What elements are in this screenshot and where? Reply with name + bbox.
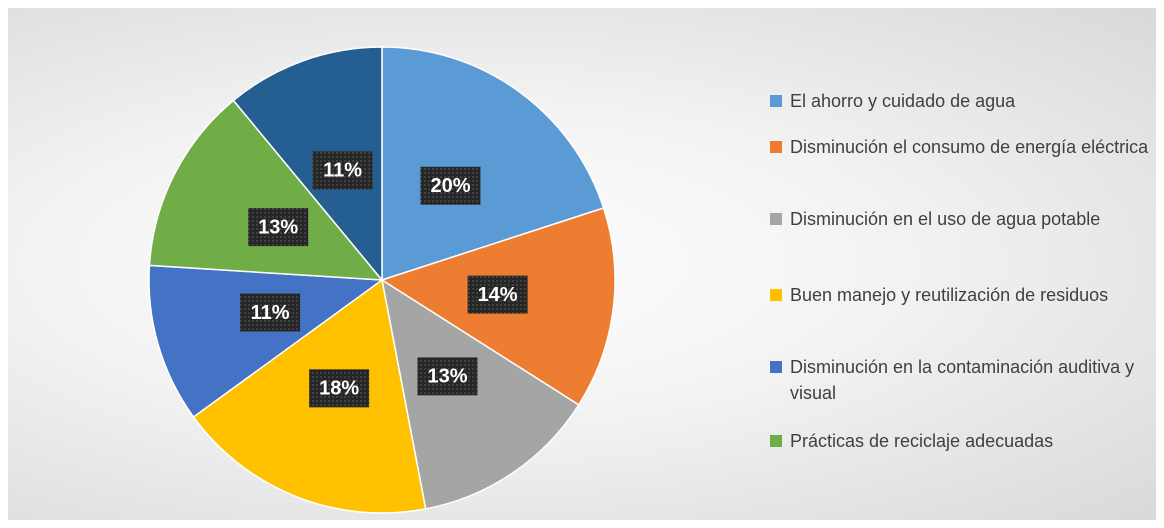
pie-slice [148,264,385,419]
data-label-box [248,208,309,247]
data-label-box [420,166,481,205]
data-label: 11% [323,160,362,182]
data-label: 18% [319,378,359,400]
legend-swatch [770,435,782,447]
pie-slice [381,46,605,282]
legend-item: Buen manejo y reutilización de residuos [770,282,1164,308]
legend-swatch [770,141,782,153]
legend-item: Disminución en el uso de agua potable [770,206,1164,232]
data-label: 11% [251,302,290,324]
legend-swatch [770,213,782,225]
legend-label: El ahorro y cuidado de agua [790,91,1016,111]
data-label-box [312,151,373,190]
legend-label: Prácticas de reciclaje adecuadas [790,431,1054,451]
legend-item: Prácticas de reciclaje adecuadas [770,428,1164,454]
data-label-box [467,275,528,314]
data-label: 14% [478,284,518,306]
data-label: 13% [258,216,298,238]
legend-swatch [770,289,782,301]
legend-swatch [770,95,782,107]
legend-label: Disminución el consumo de energía eléctr… [790,137,1149,157]
data-label: 20% [430,175,470,197]
legend-label: Disminución en el uso de agua potable [790,209,1101,229]
legend-label: Disminución en la contaminación auditiva… [790,357,1135,403]
data-label-box [240,293,301,332]
pie-slice [380,278,580,510]
legend-label: Buen manejo y reutilización de residuos [790,285,1109,305]
data-label-box [309,369,370,408]
legend-swatch [770,361,782,373]
pie-slice [148,99,384,281]
data-label: 13% [427,366,467,388]
legend-item: Disminución en la contaminación auditiva… [770,354,1164,406]
legend-item: El ahorro y cuidado de agua [770,88,1164,114]
legend-item: Disminución el consumo de energía eléctr… [770,134,1164,160]
pie-slice [232,46,383,283]
data-label-box [417,357,478,396]
